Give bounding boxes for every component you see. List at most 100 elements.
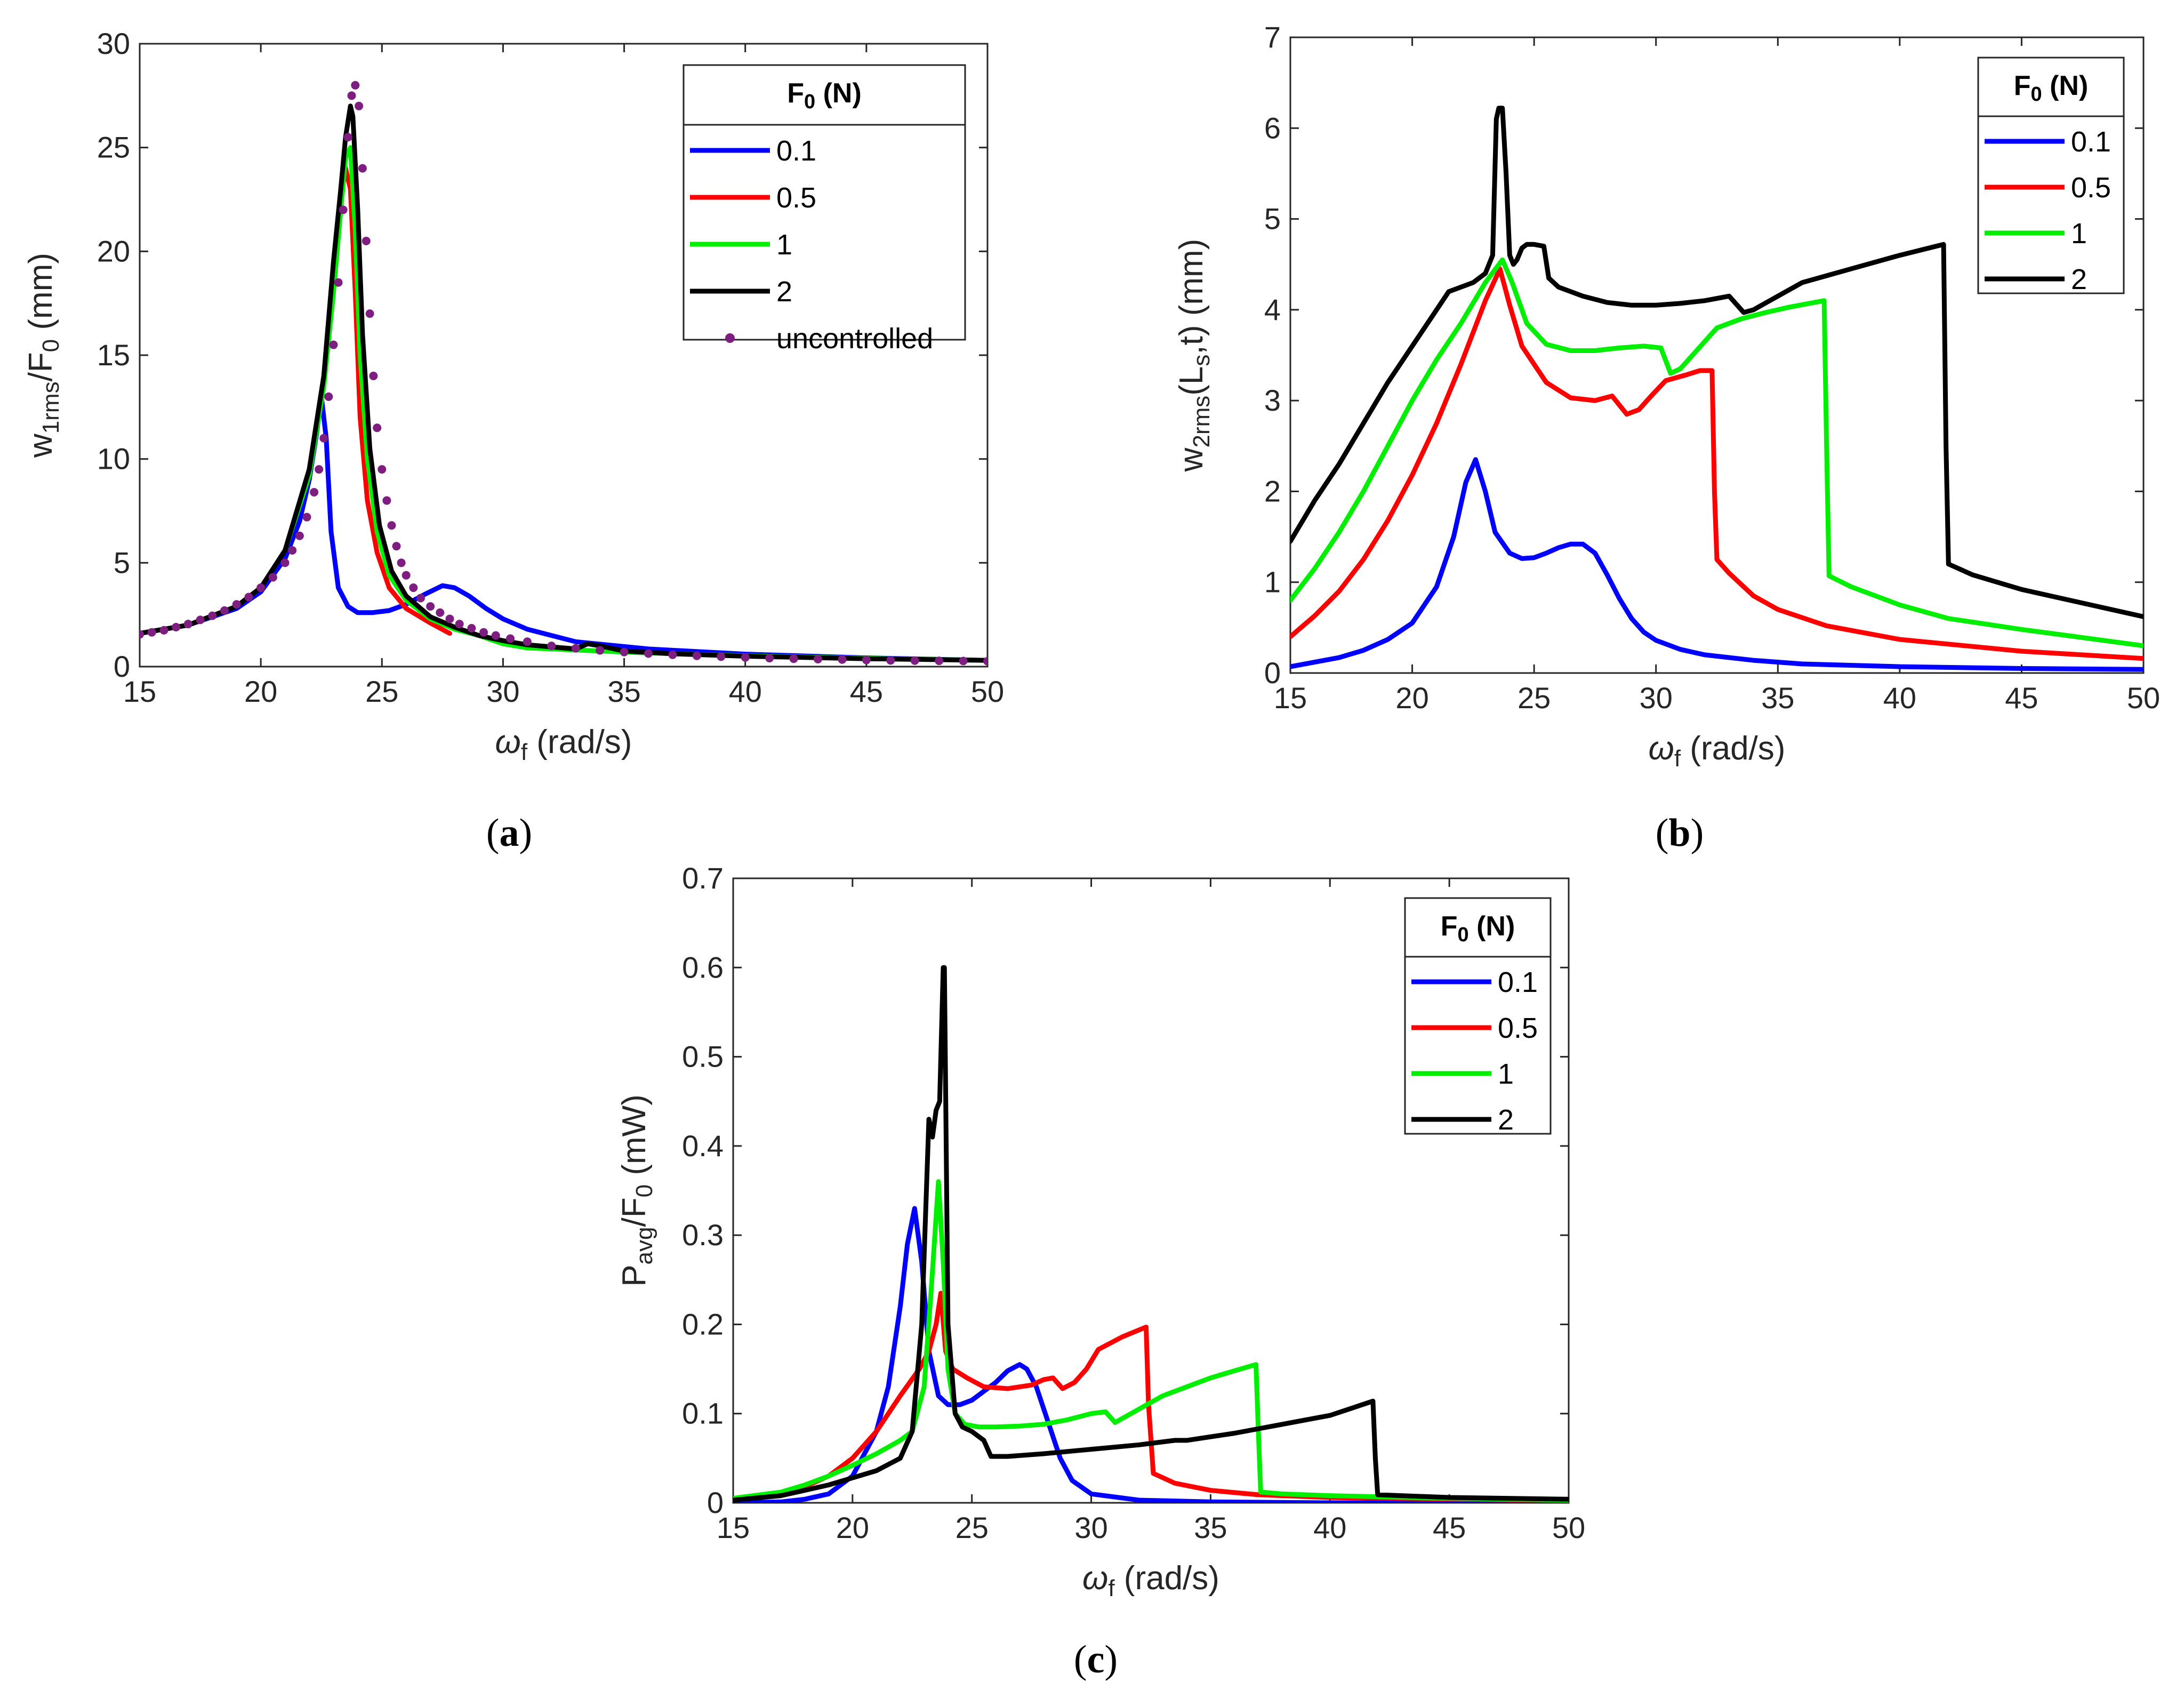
legend-box-c	[1404, 897, 1552, 1135]
scatter-point	[692, 651, 701, 660]
scatter-point	[355, 101, 364, 110]
y-axis-label-a: w1rms/F0 (mm)	[22, 253, 64, 458]
scatter-point	[334, 278, 343, 287]
y-axis-label-b: w2rms(Ls,t) (mm)	[1173, 239, 1215, 472]
scatter-point	[232, 600, 241, 609]
scatter-point	[288, 546, 297, 555]
scatter-point	[339, 205, 348, 214]
scatter-point	[295, 531, 304, 540]
scatter-point	[183, 620, 192, 629]
x-tick-label-c: 35	[1194, 1511, 1227, 1544]
series-line-b-2	[1290, 106, 2143, 619]
x-tick-label-b: 35	[1761, 681, 1794, 715]
x-tick-label-c: 30	[1074, 1511, 1107, 1544]
x-tick-label-a: 35	[607, 675, 640, 708]
y-tick-label-c: 0.6	[682, 950, 724, 984]
series-line-b-1	[1290, 257, 2143, 648]
scatter-point	[445, 614, 454, 623]
scatter-point	[351, 81, 360, 90]
scatter-point	[409, 583, 418, 592]
x-tick-label-c: 40	[1313, 1511, 1346, 1544]
x-tick-label-c: 15	[717, 1511, 750, 1544]
y-tick-label-b: 4	[1264, 293, 1281, 326]
chart-panel-a: 15 20 25 30 35 40 45 50 0 5 10 15 20 25 30 ωf (rad/s) w1…	[22, 27, 1004, 765]
x-tick-label-b: 50	[2127, 681, 2160, 715]
scatter-point	[620, 647, 629, 656]
legend-label-c-0_1: 0.1	[1498, 966, 1538, 998]
y-tick-label-b: 1	[1264, 565, 1281, 599]
scatter-point	[479, 628, 488, 637]
y-tick-label-b: 3	[1264, 383, 1281, 417]
x-tick-label-a: 50	[971, 675, 1004, 708]
scatter-point	[159, 626, 168, 635]
x-tick-label-a: 25	[365, 675, 398, 708]
series-line-a-2	[140, 103, 987, 663]
scatter-point	[397, 558, 406, 567]
scatter-point	[717, 652, 726, 661]
scatter-point	[358, 164, 367, 173]
legend-title-b: F0 (N)	[2014, 70, 2089, 106]
x-axis-label-c: ωf (rad/s)	[1082, 1560, 1219, 1601]
caption-b: (b)	[1655, 811, 1704, 855]
scatter-point	[329, 340, 338, 349]
y-axis-label-c: Pavg/F0 (mW)	[616, 1094, 657, 1287]
y-tick-label-c: 0	[707, 1486, 724, 1519]
x-tick-label-c: 45	[1433, 1511, 1466, 1544]
y-tick-label-c: 0.4	[682, 1129, 724, 1163]
scatter-point	[959, 656, 968, 666]
scatter-point	[362, 236, 371, 245]
scatter-point	[268, 573, 277, 582]
scatter-point	[436, 608, 445, 617]
x-tick-label-a: 20	[244, 675, 277, 708]
legend-title-a: F0 (N)	[787, 78, 862, 113]
y-tick-label-a: 20	[97, 234, 130, 268]
scatter-point	[935, 656, 944, 666]
y-tick-label-a: 15	[97, 338, 130, 372]
scatter-point	[741, 653, 750, 662]
y-tick-label-c: 0.7	[682, 861, 724, 895]
legend-label-c-0_5: 0.5	[1498, 1012, 1538, 1044]
series-line-b-0_5	[1290, 266, 2143, 661]
x-tick-label-c: 25	[956, 1511, 989, 1544]
x-tick-label-b: 30	[1640, 681, 1673, 715]
scatter-point	[220, 606, 229, 615]
scatter-point	[571, 644, 580, 653]
x-tick-label-b: 25	[1517, 681, 1551, 715]
legend-label-b-2: 2	[2071, 263, 2087, 295]
y-tick-label-c: 0.1	[682, 1397, 724, 1430]
scatter-point	[378, 465, 387, 474]
legend-label-c-1: 1	[1498, 1058, 1514, 1090]
legend-swatch-uncontrolled	[725, 333, 735, 343]
y-tick-label-a: 5	[114, 546, 130, 579]
scatter-point	[644, 649, 653, 658]
legend-title-c: F0 (N)	[1441, 911, 1515, 946]
legend-label-b-0_5: 0.5	[2071, 172, 2111, 204]
legend-label-uncontrolled: uncontrolled	[776, 323, 933, 355]
scatter-point	[319, 434, 328, 443]
legend-label-a-1: 1	[776, 229, 792, 261]
scatter-point	[506, 634, 515, 643]
caption-c: (c)	[1073, 1638, 1118, 1681]
legend-b: F0 (N) 0.1 0.5 1 2	[1977, 57, 2125, 295]
scatter-point	[402, 571, 411, 580]
x-tick-label-a: 30	[486, 675, 519, 708]
scatter-point	[196, 615, 205, 624]
chart-panel-c: 15 20 25 30 35 40 45 50 0 0.1 0.2 0.3 0.4 0.5 0.6 0.7 ωf…	[616, 861, 1585, 1601]
legend-label-a-0_1: 0.1	[776, 135, 816, 167]
x-tick-label-c: 50	[1552, 1511, 1585, 1544]
y-tick-label-c: 0.2	[682, 1307, 724, 1341]
scatter-point	[324, 392, 333, 401]
scatter-point	[668, 650, 677, 659]
legend-label-a-2: 2	[776, 276, 792, 308]
y-tick-label-a: 0	[114, 650, 130, 683]
legend-box-b	[1977, 57, 2125, 294]
x-axis-label-b: ωf (rad/s)	[1649, 730, 1786, 772]
scatter-point	[208, 611, 217, 620]
scatter-point	[765, 654, 774, 663]
scatter-point	[373, 423, 382, 432]
x-tick-label-a: 15	[123, 675, 156, 708]
scatter-point	[172, 623, 181, 632]
scatter-point	[315, 465, 324, 474]
scatter-point	[491, 631, 500, 640]
